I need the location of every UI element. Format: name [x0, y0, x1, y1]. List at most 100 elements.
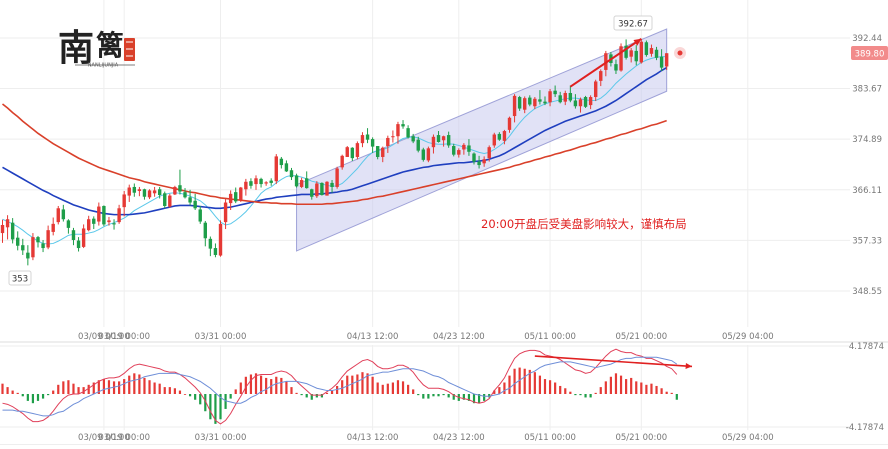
candle	[406, 125, 410, 139]
candle-body	[56, 208, 60, 223]
macd-bar	[275, 376, 278, 394]
macd-bar	[107, 380, 111, 394]
high-label: 392.67	[613, 15, 653, 31]
candle	[502, 129, 507, 145]
candle	[36, 235, 40, 248]
macd-bar	[645, 384, 648, 394]
candle	[350, 147, 355, 162]
candle	[188, 189, 192, 206]
candle-body	[578, 99, 583, 107]
arrow-head	[633, 38, 642, 46]
candle-body	[330, 182, 334, 187]
y-tick-label: 392.44	[852, 34, 882, 44]
candle-body	[289, 170, 294, 178]
logo-char-2: 篱	[96, 29, 124, 62]
candle-body	[482, 159, 486, 164]
macd-bar	[178, 390, 182, 394]
candle-body	[259, 178, 263, 185]
macd-line-dif_line	[2, 348, 678, 425]
candle	[583, 95, 588, 108]
macd-bar	[422, 394, 425, 399]
high-label-text: 392.67	[618, 20, 648, 30]
macd-bar	[259, 375, 263, 394]
x-tick-label: 05/29 04:00	[722, 332, 774, 342]
macd-bar	[619, 375, 623, 394]
candle	[320, 182, 324, 196]
macd-bar	[346, 375, 349, 394]
macd-bar	[249, 374, 253, 394]
macd-bar	[300, 394, 303, 396]
macd-bar	[310, 394, 313, 400]
candle-body	[345, 147, 349, 157]
candle-body	[5, 219, 10, 228]
macd-bar	[554, 382, 557, 394]
trend-arrow-macd	[534, 355, 693, 370]
candle	[573, 94, 578, 109]
candle	[41, 239, 45, 253]
macd-bar	[609, 376, 612, 394]
candle	[244, 178, 248, 196]
macd-bar	[148, 380, 151, 394]
x-tick-label: 03/31 00:00	[195, 332, 247, 342]
candle-body	[132, 186, 137, 193]
candle-body	[533, 98, 537, 107]
macd-bar	[224, 394, 227, 409]
candle-body	[112, 223, 116, 225]
candle-body	[61, 209, 66, 220]
candle-body	[173, 186, 177, 195]
candle	[46, 225, 50, 250]
macd-bar	[57, 384, 60, 394]
candle-body	[467, 145, 471, 152]
macd-bar	[670, 392, 673, 394]
candle-body	[421, 149, 426, 160]
candle-body	[639, 41, 644, 63]
candle-body	[254, 178, 258, 185]
macd-bar	[650, 383, 653, 394]
candle	[26, 245, 30, 266]
candle	[264, 181, 268, 186]
macd-bar	[579, 394, 582, 396]
candle	[477, 155, 481, 169]
candle	[355, 141, 360, 160]
y-axis-macd: 4.17874 -4.17874	[846, 342, 884, 433]
candle-body	[274, 156, 278, 182]
candle	[467, 139, 471, 156]
macd-bar	[305, 394, 308, 398]
candle-body	[234, 192, 238, 202]
macd-bar	[574, 394, 577, 396]
candle	[528, 95, 532, 107]
macd-bar	[401, 381, 405, 394]
candle-body	[223, 202, 228, 223]
candle	[538, 90, 542, 105]
candle	[634, 45, 638, 66]
y-tick-label: 374.89	[852, 135, 882, 145]
candle	[558, 91, 562, 104]
macd-bar	[640, 382, 643, 394]
candle	[71, 227, 76, 246]
candle	[487, 145, 491, 162]
candle-body	[51, 223, 55, 232]
candle-body	[654, 49, 659, 58]
candle	[97, 202, 101, 226]
macd-bar	[437, 394, 440, 397]
macd-bar	[67, 380, 70, 394]
macd-bar	[219, 394, 222, 420]
macd-bar	[325, 392, 329, 394]
candle	[61, 204, 66, 222]
macd-bar	[254, 373, 258, 394]
candle	[426, 146, 431, 163]
candle	[416, 136, 420, 153]
candle-body	[386, 137, 390, 147]
macd-bar	[87, 384, 90, 394]
macd-bar	[594, 392, 597, 394]
macd-bar	[102, 379, 105, 394]
candle-body	[375, 146, 380, 157]
candle-body	[86, 219, 91, 231]
macd-bar	[371, 376, 374, 394]
candle	[137, 186, 142, 197]
candle	[92, 216, 96, 230]
macd-bar	[604, 381, 607, 394]
candle	[649, 44, 654, 57]
candle	[533, 97, 537, 110]
candle	[599, 69, 603, 87]
